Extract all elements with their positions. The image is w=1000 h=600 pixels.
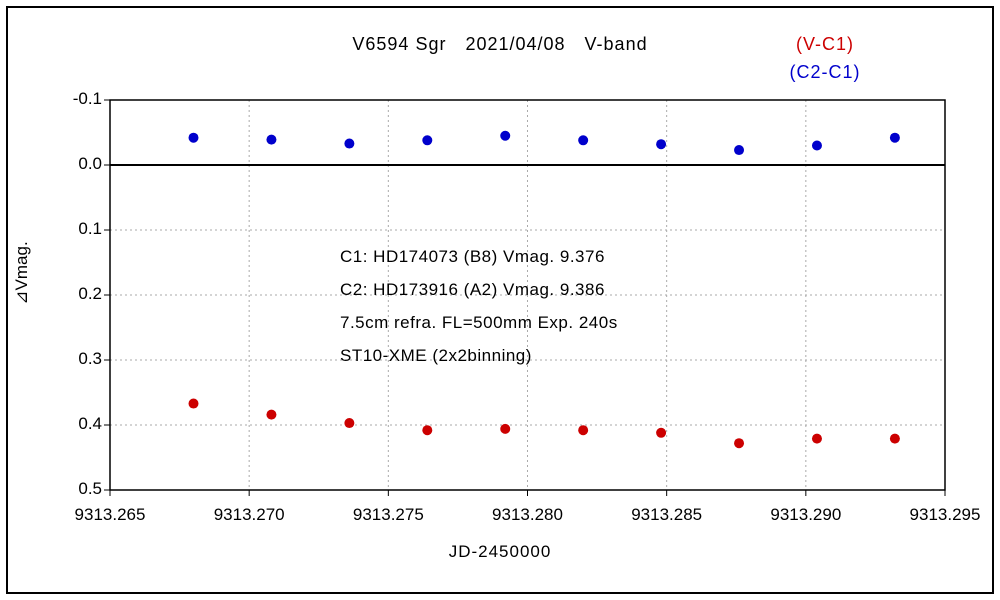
data-point-v-c1 [500, 423, 511, 434]
data-point-c2-c1 [656, 139, 667, 150]
annotation-block: C1: HD174073 (B8) Vmag. 9.376 C2: HD1739… [340, 240, 618, 372]
annotation-line-c2: C2: HD173916 (A2) Vmag. 9.386 [340, 280, 605, 299]
data-point-c2-c1 [889, 132, 900, 143]
annotation-line-c1: C1: HD174073 (B8) Vmag. 9.376 [340, 247, 605, 266]
data-point-c2-c1 [344, 138, 355, 149]
annotation-line-camera: ST10-XME (2x2binning) [340, 346, 532, 365]
x-tick-label: 9313.265 [74, 505, 146, 524]
y-tick-label: 0.2 [78, 284, 102, 303]
legend-entry-c2-c1: (C2-C1) [789, 62, 861, 82]
data-point-c2-c1 [734, 145, 745, 156]
data-point-v-c1 [188, 398, 199, 409]
data-point-c2-c1 [578, 135, 589, 146]
y-tick-label: 0.5 [78, 479, 102, 498]
y-tick-label: 0.4 [78, 414, 102, 433]
data-point-v-c1 [344, 418, 355, 429]
chart-title: V6594 Sgr 2021/04/08 V-band [352, 34, 648, 54]
data-point-v-c1 [578, 425, 589, 436]
data-point-v-c1 [422, 425, 433, 436]
legend: (V-C1) (C2-C1) [750, 30, 900, 86]
data-point-v-c1 [266, 409, 277, 420]
x-tick-label: 9313.280 [492, 505, 563, 524]
x-tick-label: 9313.295 [909, 505, 981, 524]
y-tick-label: 0.1 [78, 219, 102, 238]
data-point-c2-c1 [266, 134, 277, 145]
data-point-c2-c1 [188, 132, 199, 143]
data-point-c2-c1 [811, 140, 822, 151]
y-tick-label: 0.3 [78, 349, 102, 368]
y-tick-label: -0.1 [72, 89, 102, 108]
x-tick-label: 9313.285 [631, 505, 703, 524]
x-axis-label: JD-2450000 [448, 542, 552, 561]
data-point-v-c1 [656, 427, 667, 438]
outer-frame [6, 6, 994, 594]
data-point-v-c1 [889, 433, 900, 444]
data-point-c2-c1 [422, 135, 433, 146]
legend-entry-v-c1: (V-C1) [795, 34, 854, 54]
plot-border [109, 99, 946, 491]
annotation-line-telescope: 7.5cm refra. FL=500mm Exp. 240s [340, 313, 618, 332]
x-tick-label: 9313.275 [352, 505, 424, 524]
y-tick-label: 0.0 [78, 154, 102, 173]
x-tick-label: 9313.290 [770, 505, 842, 524]
data-point-c2-c1 [500, 130, 511, 141]
data-point-v-c1 [811, 433, 822, 444]
x-tick-label: 9313.270 [213, 505, 285, 524]
data-point-v-c1 [734, 438, 745, 449]
